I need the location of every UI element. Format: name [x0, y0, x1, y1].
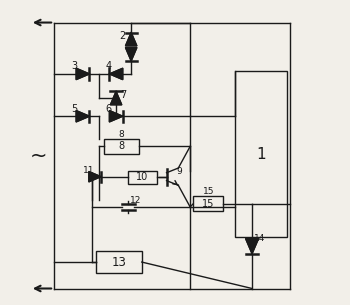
Text: ~: ~ [30, 145, 48, 166]
Text: 12: 12 [130, 196, 141, 205]
Text: 15: 15 [202, 199, 215, 209]
Bar [104, 139, 139, 154]
Polygon shape [110, 92, 122, 105]
Text: 10: 10 [136, 172, 149, 182]
Polygon shape [110, 111, 123, 122]
Polygon shape [110, 68, 123, 80]
Text: 2: 2 [120, 30, 126, 41]
Text: 13: 13 [112, 256, 127, 269]
Bar [96, 251, 142, 273]
Text: 6: 6 [105, 104, 112, 114]
Text: 5: 5 [71, 104, 77, 114]
Polygon shape [126, 33, 137, 46]
Bar [193, 196, 223, 211]
Text: 15: 15 [203, 187, 214, 196]
Text: 7: 7 [120, 90, 127, 100]
Text: 3: 3 [71, 61, 77, 71]
Polygon shape [126, 48, 137, 61]
Polygon shape [76, 68, 90, 80]
Polygon shape [76, 111, 90, 122]
Text: 8: 8 [119, 130, 124, 139]
Bar [236, 71, 287, 237]
Bar [128, 170, 157, 184]
Text: 11: 11 [83, 166, 95, 174]
Text: 9: 9 [176, 167, 182, 176]
Text: 1: 1 [256, 146, 266, 162]
Polygon shape [246, 239, 259, 254]
Polygon shape [89, 171, 101, 182]
Text: 14: 14 [254, 234, 265, 243]
Text: 4: 4 [105, 61, 112, 71]
Text: 8: 8 [118, 142, 124, 152]
